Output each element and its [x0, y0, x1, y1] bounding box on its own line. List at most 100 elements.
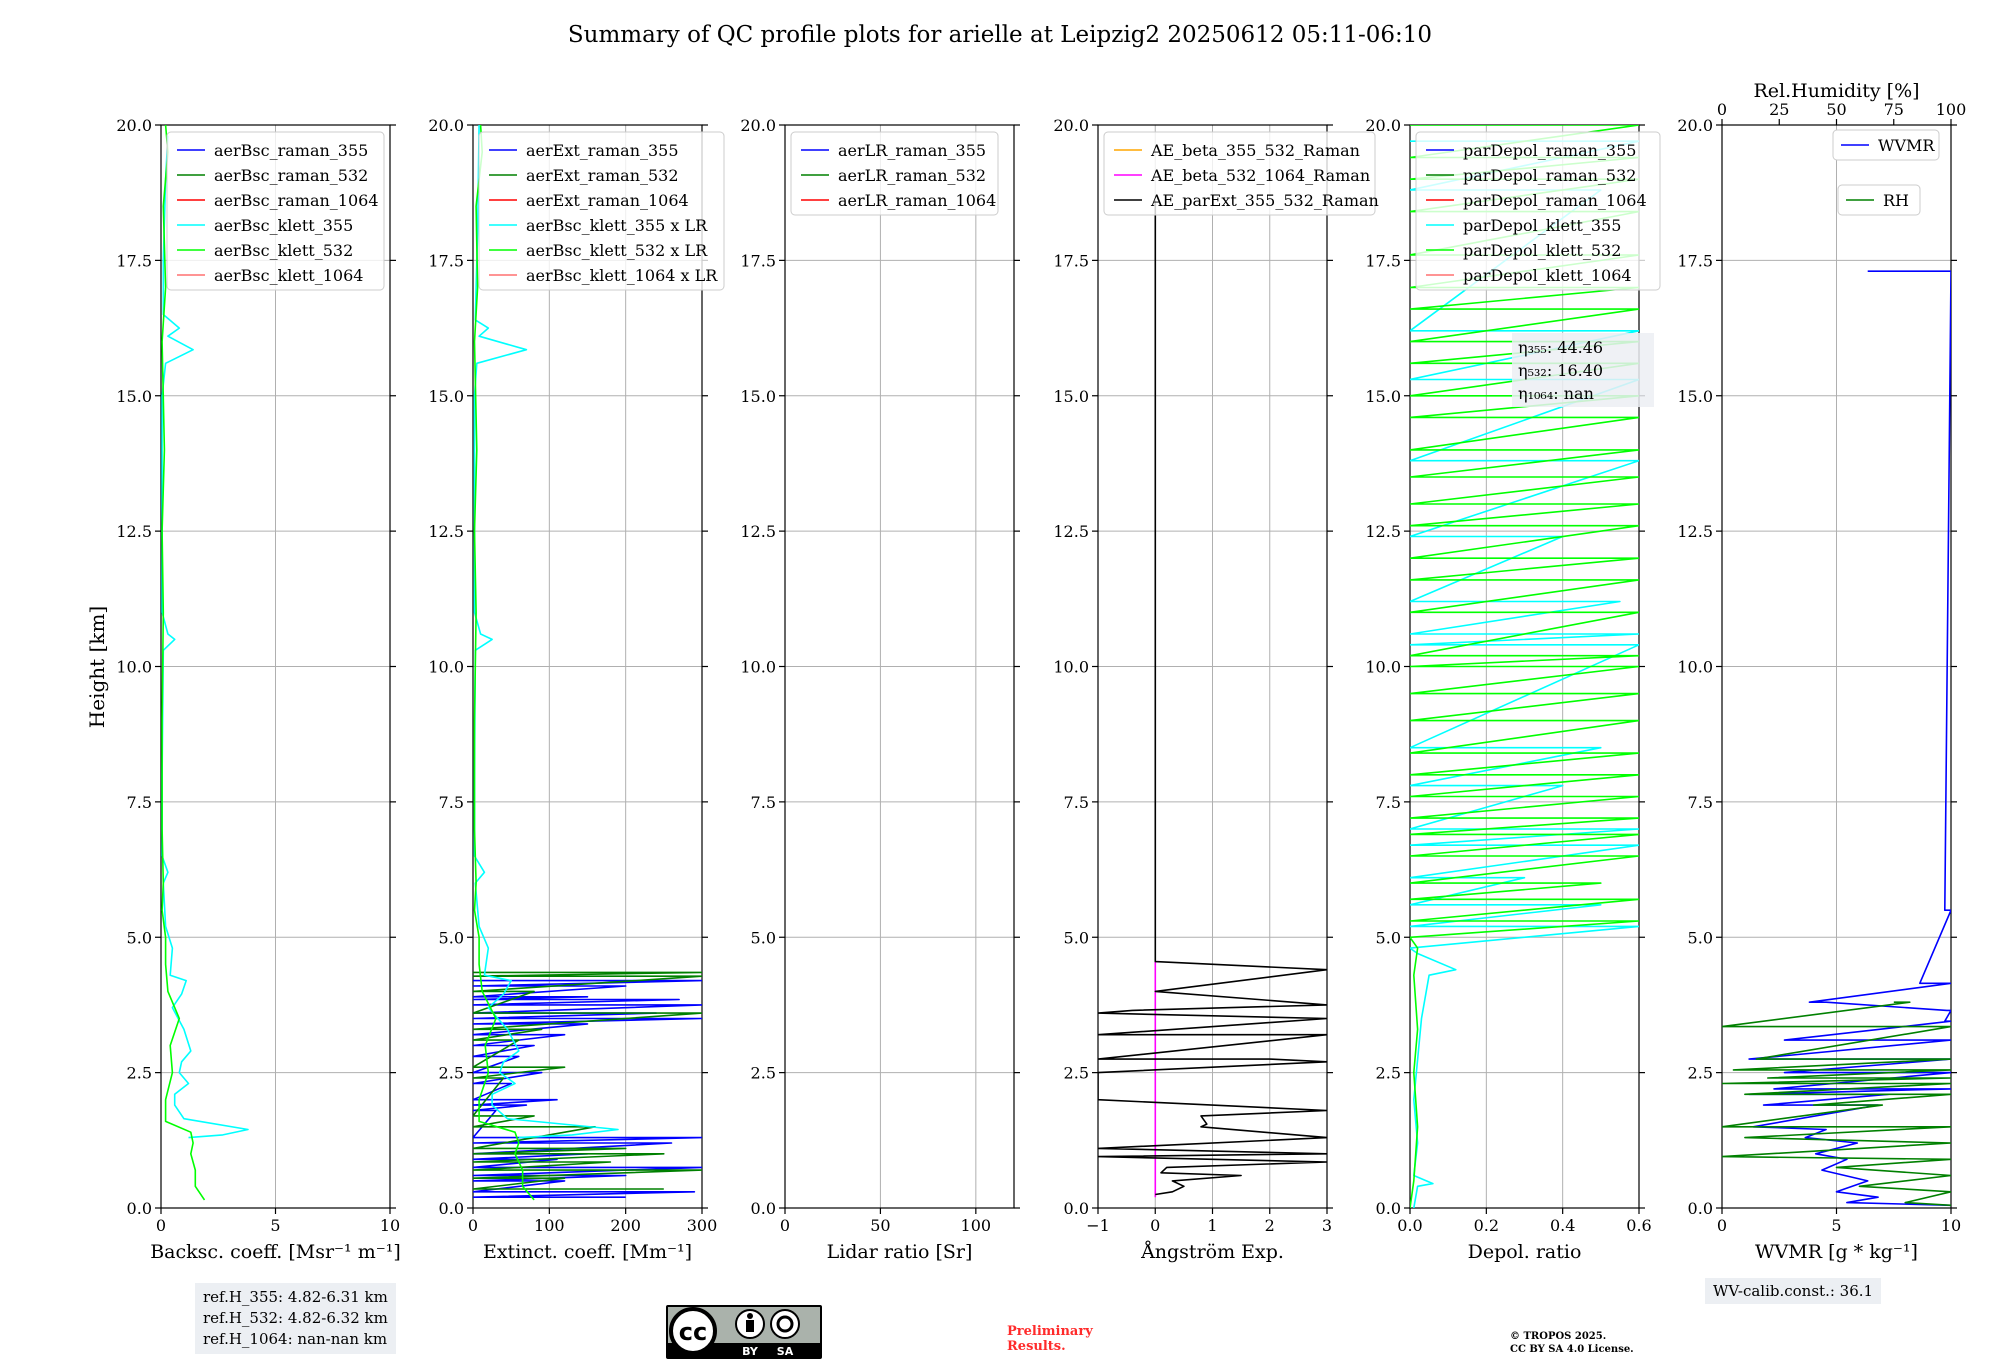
- x-tick-label: 3: [1322, 1216, 1332, 1235]
- y-tick-label: 12.5: [1365, 522, 1401, 541]
- series-group: [161, 125, 249, 1201]
- y-tick-label: 15.0: [116, 387, 152, 406]
- x-tick-label: 10: [1941, 1216, 1961, 1235]
- x-tick-label: 5: [270, 1216, 280, 1235]
- y-tick-label: 20.0: [1365, 116, 1401, 135]
- y-tick-label: 0.0: [1688, 1199, 1713, 1218]
- copyright-note: © TROPOS 2025. CC BY SA 4.0 License.: [1510, 1330, 1634, 1356]
- series-line-parDepol_klett_355: [1410, 140, 1639, 1208]
- legend-box: [478, 131, 725, 291]
- y-tick-label: 12.5: [116, 522, 152, 541]
- y-tick-label: 10.0: [740, 658, 776, 677]
- panel-3: 0.0 2.5 5.0 7.5 10.0 12.5 15.0 17.5 20.0 0 50 100 Li…: [740, 116, 1020, 1263]
- x-axis-label: Extinct. coeff. [Mm⁻¹]: [483, 1241, 692, 1263]
- legend-label: parDepol_klett_532: [1463, 241, 1621, 260]
- copyright-line-1: © TROPOS 2025.: [1510, 1331, 1607, 1342]
- panel-6: 0.02.55.07.510.012.515.017.520.00 5 10WVMR…: [1677, 80, 1966, 1263]
- annotation-line: η₃₅₅: 44.46: [1518, 338, 1603, 357]
- y-tick-label: 15.0: [740, 387, 776, 406]
- series-group: [1722, 270, 1951, 1207]
- series-group: [1410, 125, 1639, 1208]
- y-tick-label: 17.5: [1053, 251, 1089, 270]
- x-axis-label: Backsc. coeff. [Msr⁻¹ m⁻¹]: [150, 1241, 401, 1263]
- x-tick-label: 200: [610, 1216, 641, 1235]
- x-tick-label: 0: [1717, 1216, 1727, 1235]
- y-tick-label: 0.0: [439, 1199, 464, 1218]
- legend-label: aerBsc_klett_355: [214, 216, 353, 235]
- copyright-line-2: CC BY SA 4.0 License.: [1510, 1344, 1634, 1355]
- y-tick-label: 12.5: [1677, 522, 1713, 541]
- y-tick-label: 12.5: [740, 522, 776, 541]
- y-tick-label: 5.0: [439, 928, 464, 947]
- y-tick-label: 15.0: [1365, 387, 1401, 406]
- cc-sa-text: SA: [777, 1345, 794, 1358]
- series-line-AE_parExt_355_532_Raman: [1098, 200, 1327, 1196]
- x-tick-label: 50: [870, 1216, 890, 1235]
- y-tick-label: 10.0: [428, 658, 464, 677]
- series-group: [1098, 200, 1327, 1198]
- legend-label: aerBsc_klett_355 x LR: [526, 216, 708, 235]
- series-line-aerBsc_klett_532 x LR: [473, 125, 535, 1201]
- y-tick-label: 17.5: [740, 251, 776, 270]
- x-tick-label: 0.4: [1550, 1216, 1575, 1235]
- preliminary-line-1: Preliminary: [1007, 1324, 1093, 1339]
- y-tick-label: 15.0: [428, 387, 464, 406]
- y-tick-label: 5.0: [1376, 928, 1401, 947]
- x2-tick-label: 75: [1884, 100, 1904, 119]
- y-tick-label: 20.0: [1053, 116, 1089, 135]
- y-tick-label: 0.0: [127, 1199, 152, 1218]
- eta-annotation: η₃₅₅: 44.46 η₅₃₂: 16.40 η₁₀₆₄: nan: [1512, 333, 1654, 407]
- x-tick-label: 0: [468, 1216, 478, 1235]
- x-tick-label: 5: [1831, 1216, 1841, 1235]
- y-tick-label: 17.5: [428, 251, 464, 270]
- y-tick-label: 15.0: [1053, 387, 1089, 406]
- y-tick-label: 10.0: [116, 658, 152, 677]
- x2-tick-label: 0: [1717, 100, 1727, 119]
- y-tick-label: 5.0: [127, 928, 152, 947]
- annotation-line: η₅₃₂: 16.40: [1518, 361, 1603, 380]
- y-tick-label: 2.5: [1688, 1064, 1713, 1083]
- x-tick-label: −1: [1086, 1216, 1110, 1235]
- legend-box: [1103, 131, 1376, 216]
- legend: aerLR_raman_355 aerLR_raman_532 aerLR_rama…: [790, 131, 999, 216]
- y-tick-label: 2.5: [1064, 1064, 1089, 1083]
- x2-axis-label: Rel.Humidity [%]: [1753, 80, 1919, 102]
- y-tick-label: 5.0: [751, 928, 776, 947]
- axes-frame: [1097, 124, 1328, 1209]
- annotation-box: [1512, 333, 1654, 407]
- ref-height-1064: ref.H_1064: nan-nan km: [203, 1330, 388, 1348]
- y-tick-label: 17.5: [1365, 251, 1401, 270]
- cc-by-sa-license-badge: cc BY SA: [666, 1305, 822, 1359]
- legend-box: [1832, 129, 1940, 161]
- y-tick-label: 15.0: [1677, 387, 1713, 406]
- figure-title: Summary of QC profile plots for arielle …: [567, 22, 1433, 48]
- y-tick-label: 5.0: [1688, 928, 1713, 947]
- y-tick-label: 10.0: [1677, 658, 1713, 677]
- legend-label: RH: [1883, 191, 1909, 210]
- y-tick-label: 10.0: [1365, 658, 1401, 677]
- panel-2: 0.0 2.5 5.0 7.5 10.0 12.5 15.0 17.5 20.0 0 100 200 3…: [428, 116, 725, 1263]
- legend-label: AE_beta_355_532_Raman: [1150, 141, 1360, 160]
- x-tick-label: 0: [1150, 1216, 1160, 1235]
- y-tick-label: 2.5: [751, 1064, 776, 1083]
- y-tick-label: 20.0: [116, 116, 152, 135]
- series-line-aerExt_raman_355: [473, 979, 702, 1198]
- legend-label: AE_parExt_355_532_Raman: [1150, 191, 1379, 210]
- y-tick-label: 0.0: [751, 1199, 776, 1218]
- y-tick-label: 12.5: [1053, 522, 1089, 541]
- x-tick-label: 10: [380, 1216, 400, 1235]
- y-tick-label: 7.5: [439, 793, 464, 812]
- cc-logo-text: cc: [679, 1318, 707, 1346]
- panel-4: 0.0 2.5 5.0 7.5 10.0 12.5 15.0 17.5 20.0 −1 0 1 2 3 Ån…: [1053, 116, 1378, 1263]
- legend-label: parDepol_raman_355: [1463, 141, 1636, 160]
- y-tick-label: 0.0: [1064, 1199, 1089, 1218]
- x-tick-label: 100: [534, 1216, 565, 1235]
- legend: WVMR RH: [1832, 129, 1940, 216]
- y-tick-label: 7.5: [1376, 793, 1401, 812]
- legend: aerBsc_raman_355 aerBsc_raman_532 aerBsc_r…: [166, 131, 385, 291]
- legend-label: aerExt_raman_532: [526, 166, 679, 185]
- x2-tick-label: 100: [1936, 100, 1967, 119]
- x-tick-label: 0: [780, 1216, 790, 1235]
- legend-box: [1837, 184, 1921, 216]
- legend-label: aerBsc_klett_1064: [214, 266, 363, 285]
